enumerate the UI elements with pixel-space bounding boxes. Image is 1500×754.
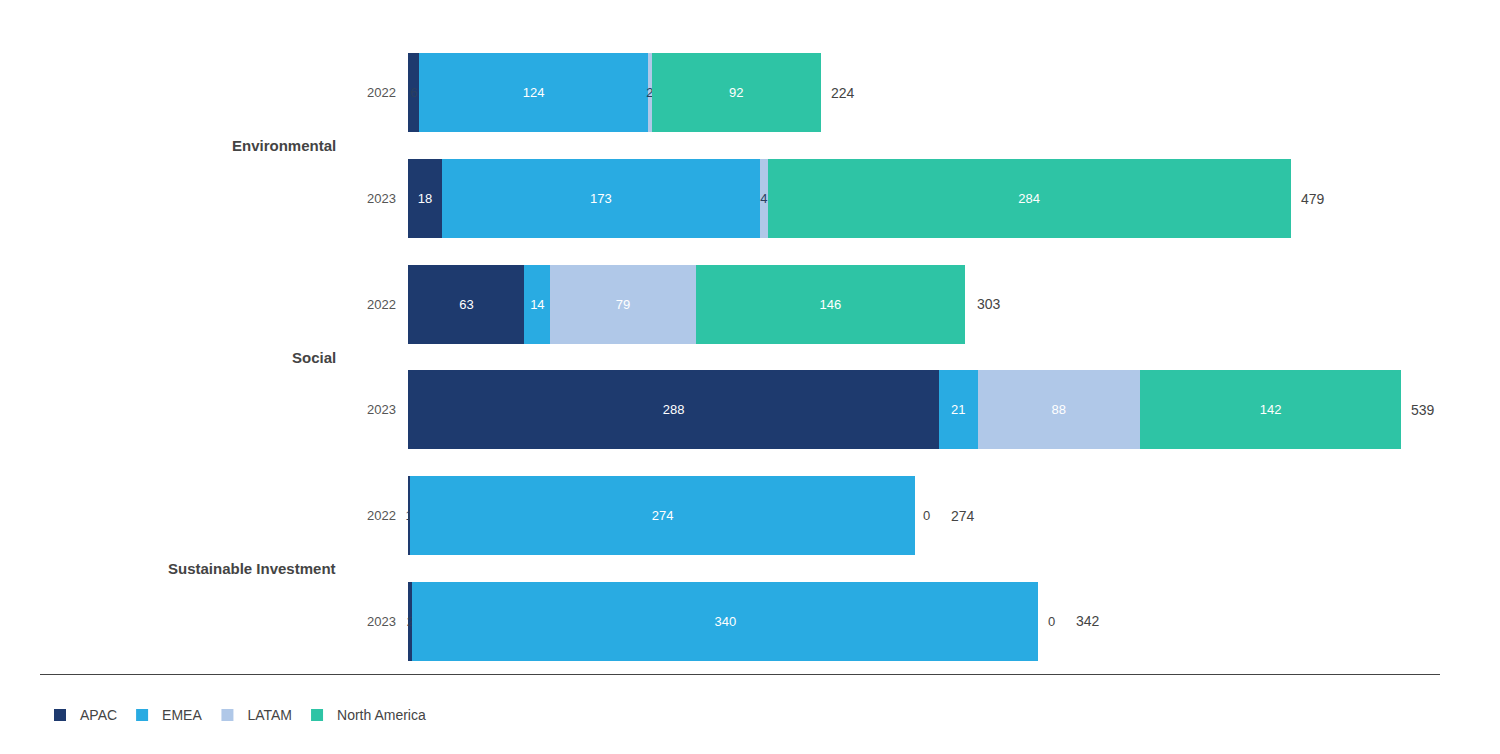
svg-text:274: 274 xyxy=(652,508,674,523)
svg-text:342: 342 xyxy=(1076,613,1100,629)
svg-text:APAC: APAC xyxy=(80,707,117,723)
svg-text:0: 0 xyxy=(923,508,930,523)
svg-text:284: 284 xyxy=(1018,191,1040,206)
svg-text:479: 479 xyxy=(1301,191,1325,207)
svg-text:88: 88 xyxy=(1051,402,1065,417)
svg-text:14: 14 xyxy=(530,297,544,312)
svg-text:146: 146 xyxy=(819,297,841,312)
svg-text:21: 21 xyxy=(951,402,965,417)
svg-text:2023: 2023 xyxy=(367,191,396,206)
svg-text:4: 4 xyxy=(760,191,767,206)
svg-text:2022: 2022 xyxy=(367,508,396,523)
svg-text:Social: Social xyxy=(292,349,336,366)
svg-text:142: 142 xyxy=(1260,402,1282,417)
svg-text:Sustainable Investment: Sustainable Investment xyxy=(168,560,336,577)
svg-text:92: 92 xyxy=(729,85,743,100)
svg-text:2023: 2023 xyxy=(367,402,396,417)
svg-text:LATAM: LATAM xyxy=(247,707,292,723)
svg-text:79: 79 xyxy=(616,297,630,312)
svg-text:2: 2 xyxy=(646,85,653,100)
svg-text:303: 303 xyxy=(977,296,1001,312)
svg-text:2022: 2022 xyxy=(367,85,396,100)
svg-text:124: 124 xyxy=(523,85,545,100)
svg-text:6: 6 xyxy=(410,85,417,100)
svg-text:Environmental: Environmental xyxy=(232,137,336,154)
svg-text:18: 18 xyxy=(418,191,432,206)
svg-text:63: 63 xyxy=(459,297,473,312)
svg-text:North America: North America xyxy=(337,707,426,723)
svg-text:539: 539 xyxy=(1411,402,1435,418)
svg-text:0: 0 xyxy=(1048,614,1055,629)
svg-text:1: 1 xyxy=(406,508,413,523)
svg-text:340: 340 xyxy=(714,614,736,629)
svg-text:2023: 2023 xyxy=(367,614,396,629)
svg-text:2022: 2022 xyxy=(367,297,396,312)
svg-text:2: 2 xyxy=(407,614,414,629)
svg-text:274: 274 xyxy=(951,508,975,524)
svg-text:288: 288 xyxy=(663,402,685,417)
svg-text:224: 224 xyxy=(831,85,855,101)
svg-text:173: 173 xyxy=(590,191,612,206)
svg-text:EMEA: EMEA xyxy=(162,707,202,723)
